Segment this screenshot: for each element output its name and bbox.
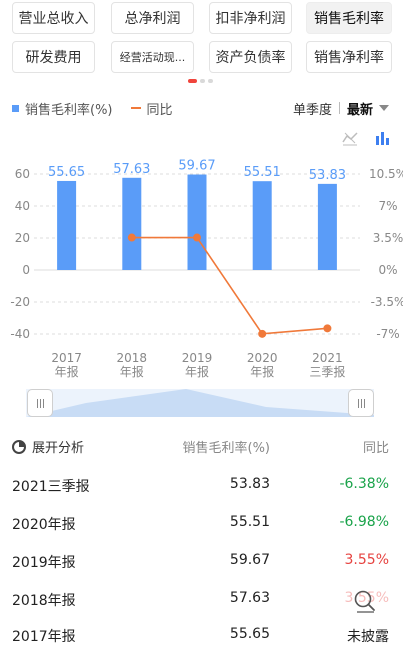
row-value: 59.67	[229, 552, 270, 568]
row-value: 55.65	[229, 626, 270, 642]
column-header-value: 销售毛利率(%)	[182, 441, 271, 456]
tab-revenue[interactable]: 营业总收入	[12, 2, 95, 34]
x-tick-label: 2017	[51, 351, 82, 365]
row-yoy: 3.55%	[344, 552, 389, 568]
yoy-point	[193, 233, 201, 242]
legend-line-swatch	[130, 107, 141, 109]
table-header: 展开分析 销售毛利率(%) 同比	[0, 437, 403, 461]
table-row: 2021三季报 53.83 -6.38%	[0, 466, 403, 504]
data-label: 55.51	[244, 165, 281, 180]
row-period: 2019年报	[12, 555, 76, 571]
tab-rd-expense[interactable]: 研发费用	[12, 41, 95, 73]
y-tick-label-right: -3.5%	[371, 295, 403, 309]
x-tick-sublabel: 年报	[55, 364, 79, 379]
line-chart-icon[interactable]	[342, 130, 358, 146]
y-tick-label-left: -40	[10, 327, 30, 341]
table-row: 2017年报 55.65 未披露	[0, 616, 403, 653]
gross-margin-chart: 60 10.5% 40 7% 20 3.5% 0 0% -20 -3.5% -40 -7% 55.65 5…	[10, 159, 403, 379]
tab-debt-ratio[interactable]: 资产负债率	[209, 41, 292, 73]
period-type[interactable]: 单季度	[292, 102, 332, 118]
scroller-area-preview	[26, 389, 374, 417]
y-tick-label-right: 3.5%	[373, 231, 403, 245]
row-period: 2020年报	[12, 517, 76, 533]
legend-bar-label: 销售毛利率(%)	[25, 102, 113, 118]
tab-net-profit[interactable]: 总净利润	[111, 2, 194, 34]
yoy-point	[258, 329, 267, 338]
row-period: 2017年报	[12, 629, 76, 645]
data-label: 57.63	[113, 162, 150, 177]
x-tick-label: 2020	[247, 351, 278, 365]
table-row: 2020年报 55.51 -6.98%	[0, 504, 403, 542]
bar-chart-icon[interactable]	[374, 130, 390, 146]
row-value: 55.51	[229, 514, 270, 530]
page-dot-active	[188, 79, 197, 83]
period-divider	[338, 102, 340, 114]
scroller-handle-left[interactable]	[27, 389, 53, 417]
row-value: 57.63	[229, 590, 270, 606]
x-tick-sublabel: 三季报	[309, 364, 345, 379]
yoy-point	[323, 324, 332, 333]
y-tick-label-left: 0	[22, 263, 30, 277]
table-row: 2018年报 57.63 3.55%	[0, 580, 403, 618]
row-yoy: -6.98%	[339, 514, 389, 530]
data-label: 59.67	[178, 159, 215, 174]
tab-gross-margin[interactable]: 销售毛利率	[306, 2, 392, 34]
range-scroller[interactable]	[26, 389, 374, 417]
x-tick-sublabel: 年报	[250, 364, 274, 379]
bar	[122, 177, 142, 270]
page-dot	[200, 79, 205, 83]
pie-chart-icon	[12, 439, 26, 454]
period-selector[interactable]: 单季度 最新	[293, 98, 389, 118]
page-indicator	[188, 79, 213, 85]
expand-analysis-label: 展开分析	[32, 441, 85, 456]
row-yoy: 未披露	[347, 629, 389, 645]
row-yoy: -6.38%	[339, 476, 389, 492]
x-tick-sublabel: 年报	[185, 364, 209, 379]
y-tick-label-left: 20	[15, 231, 30, 245]
x-tick-sublabel: 年报	[120, 364, 144, 379]
y-tick-label-right: 0%	[378, 263, 397, 277]
period-latest[interactable]: 最新	[346, 102, 373, 118]
row-period: 2018年报	[12, 593, 76, 609]
tab-operating-cashflow[interactable]: 经营活动现...	[111, 41, 194, 73]
bar	[252, 181, 272, 270]
data-label: 55.65	[48, 165, 85, 180]
metric-tab-grid: 营业总收入 总净利润 扣非净利润 销售毛利率 研发费用 经营活动现... 资产负…	[0, 0, 403, 80]
yoy-point	[127, 233, 136, 242]
table-row: 2019年报 59.67 3.55%	[0, 542, 403, 580]
row-period: 2021三季报	[12, 479, 90, 495]
legend-line-label: 同比	[146, 102, 173, 118]
y-tick-label-left: 60	[15, 167, 30, 181]
x-tick-label: 2019	[182, 351, 213, 365]
scroller-handle-right[interactable]	[348, 389, 374, 417]
y-tick-label-left: 40	[15, 199, 30, 213]
x-tick-label: 2021	[312, 351, 343, 365]
chevron-down-icon[interactable]	[379, 105, 389, 111]
y-tick-label-right: 7%	[378, 199, 397, 213]
tab-net-margin[interactable]: 销售净利率	[306, 41, 392, 73]
tab-deducted-net-profit[interactable]: 扣非净利润	[209, 2, 292, 34]
row-value: 53.83	[229, 476, 270, 492]
bar	[187, 174, 207, 270]
zoom-icon[interactable]	[352, 588, 378, 614]
y-tick-label-left: -20	[10, 295, 30, 309]
bar	[317, 183, 337, 270]
column-header-yoy: 同比	[362, 441, 389, 456]
y-tick-label-right: -7%	[376, 327, 399, 341]
y-tick-label-right: 10.5%	[369, 167, 403, 181]
legend-bar-swatch	[12, 104, 19, 112]
data-label: 53.83	[309, 168, 346, 183]
page-dot	[208, 79, 213, 83]
chart-legend: 销售毛利率(%) 同比	[12, 98, 173, 118]
bar	[57, 180, 77, 270]
yoy-line	[131, 236, 328, 335]
x-tick-label: 2018	[117, 351, 148, 365]
expand-analysis[interactable]: 展开分析	[12, 437, 84, 456]
